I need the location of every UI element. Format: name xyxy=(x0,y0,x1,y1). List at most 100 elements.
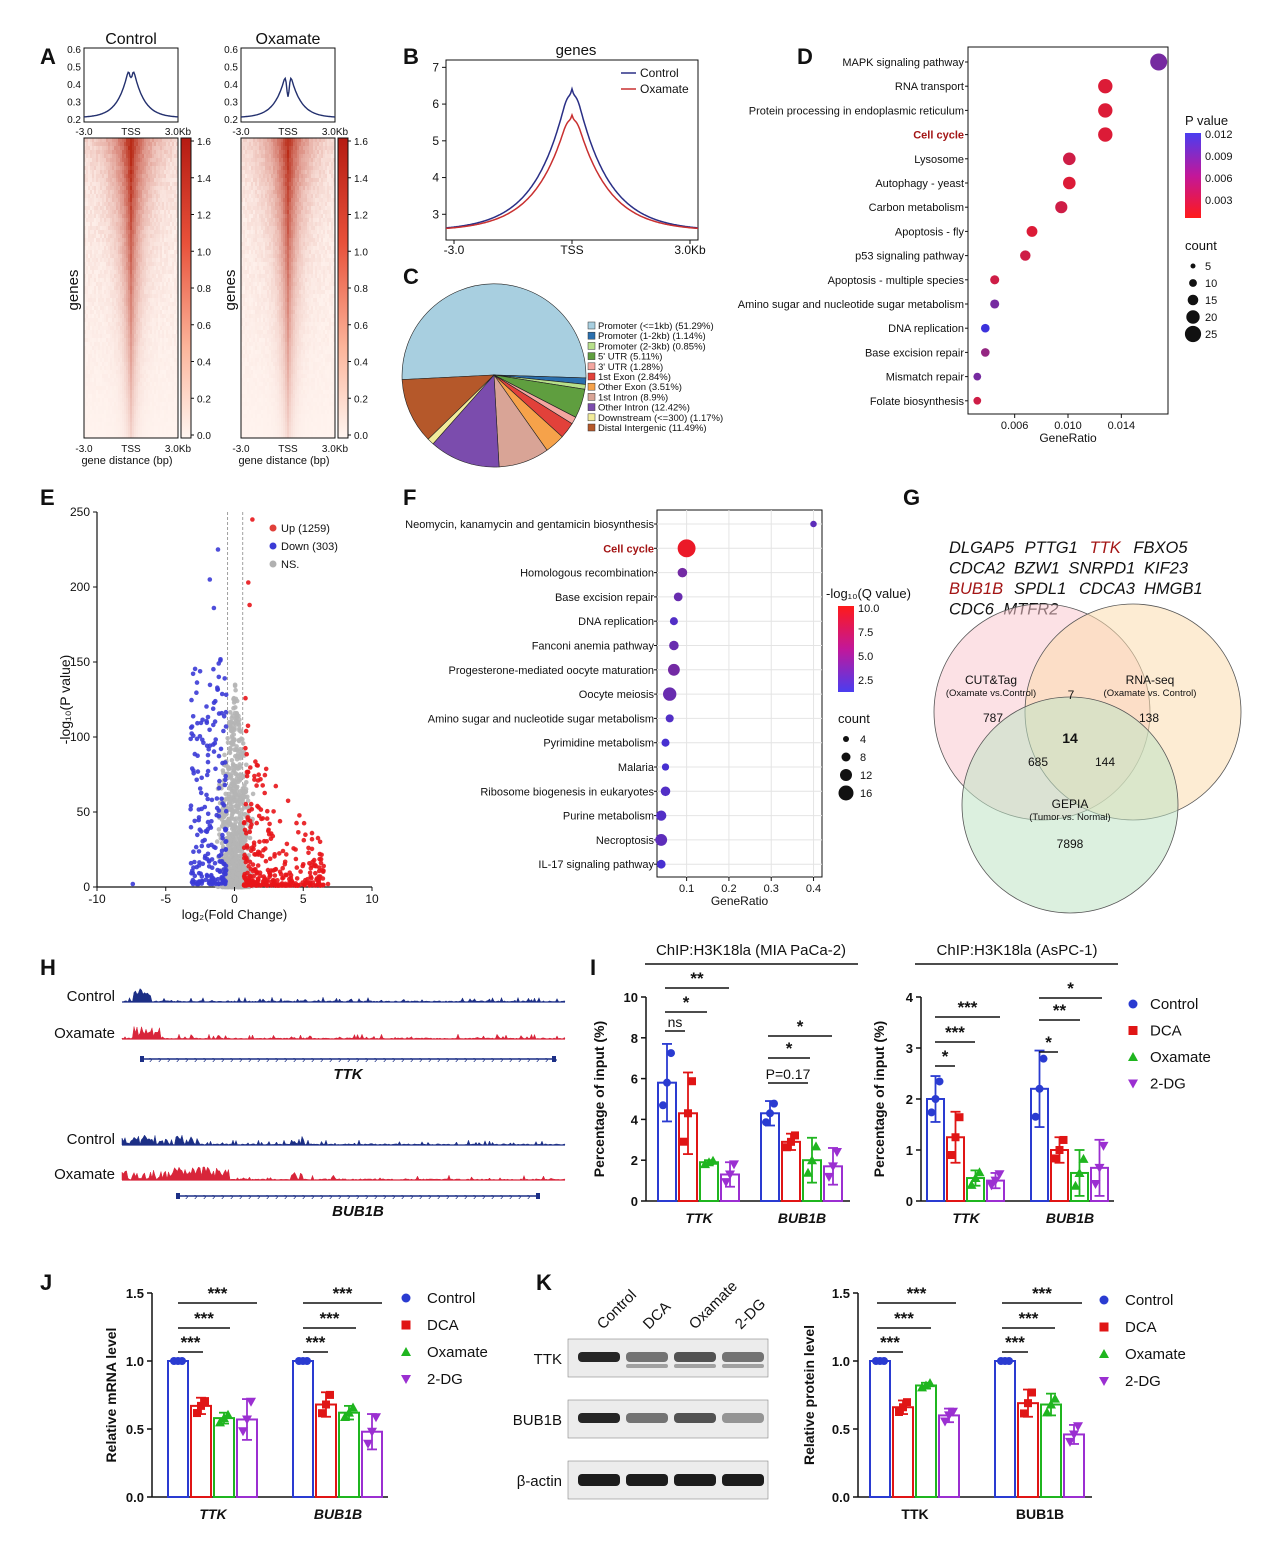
heatmap-cell xyxy=(333,170,336,175)
heatmap-cell xyxy=(259,206,262,211)
heatmap-cell xyxy=(124,266,127,271)
heatmap-cell xyxy=(333,250,336,255)
heatmap-cell xyxy=(106,382,109,387)
heatmap-cell xyxy=(104,198,107,203)
heatmap-cell xyxy=(144,266,147,271)
heatmap-cell xyxy=(132,354,135,359)
heatmap-cell xyxy=(158,250,161,255)
heatmap-cell xyxy=(126,162,129,167)
heatmap-cell xyxy=(130,150,133,155)
heatmap-cell xyxy=(293,246,296,251)
colorbar xyxy=(180,137,192,439)
heatmap-cell xyxy=(148,278,151,283)
heatmap-cell xyxy=(152,298,155,303)
heatmap-cell xyxy=(277,138,280,143)
heatmap-cell xyxy=(174,366,177,371)
heatmap-cell xyxy=(132,170,135,175)
heatmap-cell xyxy=(132,230,135,235)
heatmap-cell xyxy=(100,206,103,211)
heatmap-cell xyxy=(146,150,149,155)
heatmap-cell xyxy=(138,350,141,355)
heatmap-cell xyxy=(142,386,145,391)
heatmap-cell xyxy=(92,418,95,423)
heatmap-cell xyxy=(172,298,175,303)
heatmap-cell xyxy=(98,194,101,199)
heatmap-cell xyxy=(98,246,101,251)
heatmap-cell xyxy=(152,158,155,163)
heatmap-cell xyxy=(160,278,163,283)
heatmap-cell xyxy=(164,254,167,259)
heatmap-cell xyxy=(112,318,115,323)
heatmap-cell xyxy=(253,170,256,175)
heatmap-cell xyxy=(160,358,163,363)
heatmap-cell xyxy=(124,334,127,339)
heatmap-cell xyxy=(118,342,121,347)
heatmap-cell xyxy=(323,230,326,235)
heatmap-cell xyxy=(295,178,298,183)
heatmap-cell xyxy=(146,374,149,379)
heatmap-cell xyxy=(132,142,135,147)
heatmap-cell xyxy=(136,290,139,295)
heatmap-cell xyxy=(122,254,125,259)
heatmap-cell xyxy=(162,430,165,435)
heatmap-cell xyxy=(297,154,300,159)
profile-ytick: 0.6 xyxy=(67,45,81,56)
heatmap-cell xyxy=(293,186,296,191)
heatmap-cell xyxy=(116,266,119,271)
heatmap-cell xyxy=(86,278,89,283)
heatmap-cell xyxy=(287,142,290,147)
heatmap-cell xyxy=(174,382,177,387)
heatmap-cell xyxy=(148,398,151,403)
heatmap-cell xyxy=(251,210,254,215)
heatmap-cell xyxy=(92,390,95,395)
heatmap-cell xyxy=(90,214,93,219)
heatmap-cell xyxy=(144,278,147,283)
heatmap-cell xyxy=(142,174,145,179)
heatmap-cell xyxy=(243,170,246,175)
heatmap-cell xyxy=(122,310,125,315)
heatmap-cell xyxy=(174,150,177,155)
heatmap-cell xyxy=(106,362,109,367)
heatmap-cell xyxy=(112,378,115,383)
heatmap-cell xyxy=(156,178,159,183)
heatmap-cell xyxy=(327,238,330,243)
heatmap-cell xyxy=(160,166,163,171)
heatmap-cell xyxy=(142,230,145,235)
heatmap-cell xyxy=(160,266,163,271)
heatmap-cell xyxy=(88,342,91,347)
heatmap-cell xyxy=(130,322,133,327)
heatmap-cell xyxy=(176,422,179,427)
heatmap-cell xyxy=(136,318,139,323)
heatmap-cell xyxy=(166,238,169,243)
heatmap-cell xyxy=(269,170,272,175)
heatmap-cell xyxy=(259,142,262,147)
heatmap-cell xyxy=(170,238,173,243)
heatmap-cell xyxy=(257,182,260,187)
heatmap-cell xyxy=(98,166,101,171)
heatmap-cell xyxy=(128,182,131,187)
heatmap-cell xyxy=(321,214,324,219)
heatmap-cell xyxy=(277,214,280,219)
heatmap-cell xyxy=(96,382,99,387)
heatmap-cell xyxy=(259,238,262,243)
heatmap-cell xyxy=(299,230,302,235)
heatmap-cell xyxy=(257,194,260,199)
heatmap-cell xyxy=(162,342,165,347)
heatmap-cell xyxy=(162,354,165,359)
heatmap-cell xyxy=(311,174,314,179)
heatmap-cell xyxy=(158,290,161,295)
heatmap-cell xyxy=(120,426,123,431)
heatmap-cell xyxy=(158,158,161,163)
heatmap-cell xyxy=(116,246,119,251)
heatmap-cell xyxy=(106,330,109,335)
heatmap-cell xyxy=(168,230,171,235)
heatmap-cell xyxy=(136,278,139,283)
heatmap-cell xyxy=(106,158,109,163)
heatmap-cell xyxy=(90,146,93,151)
heatmap-cell xyxy=(299,210,302,215)
heatmap-cell xyxy=(86,230,89,235)
heatmap-cell xyxy=(154,398,157,403)
heatmap-cell xyxy=(146,434,149,439)
heatmap-cell xyxy=(327,162,330,167)
heatmap-cell xyxy=(277,194,280,199)
